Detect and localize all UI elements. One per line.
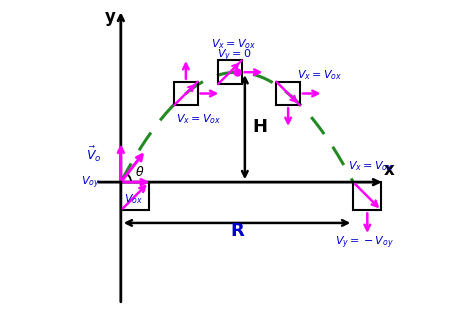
- Text: $\theta$: $\theta$: [135, 165, 145, 180]
- Text: $V_y = -V_{oy}$: $V_y = -V_{oy}$: [335, 234, 393, 251]
- Text: $V_x = V_{ox}$: $V_x = V_{ox}$: [297, 68, 342, 82]
- Text: x: x: [384, 161, 395, 179]
- Text: R: R: [230, 221, 244, 240]
- Text: H: H: [253, 118, 268, 136]
- Text: $V_x = V_{ox}$: $V_x = V_{ox}$: [348, 160, 393, 173]
- Text: $\vec{V}_o$: $\vec{V}_o$: [86, 145, 102, 164]
- Text: $V_y = 0$: $V_y = 0$: [217, 47, 251, 64]
- Text: $V_x = V_{ox}$: $V_x = V_{ox}$: [176, 112, 221, 126]
- Text: $V_{ox}$: $V_{ox}$: [124, 192, 143, 206]
- Text: y: y: [105, 8, 116, 26]
- Text: $V_{oy}$: $V_{oy}$: [82, 175, 100, 191]
- Text: $V_x = V_{ox}$: $V_x = V_{ox}$: [211, 37, 256, 51]
